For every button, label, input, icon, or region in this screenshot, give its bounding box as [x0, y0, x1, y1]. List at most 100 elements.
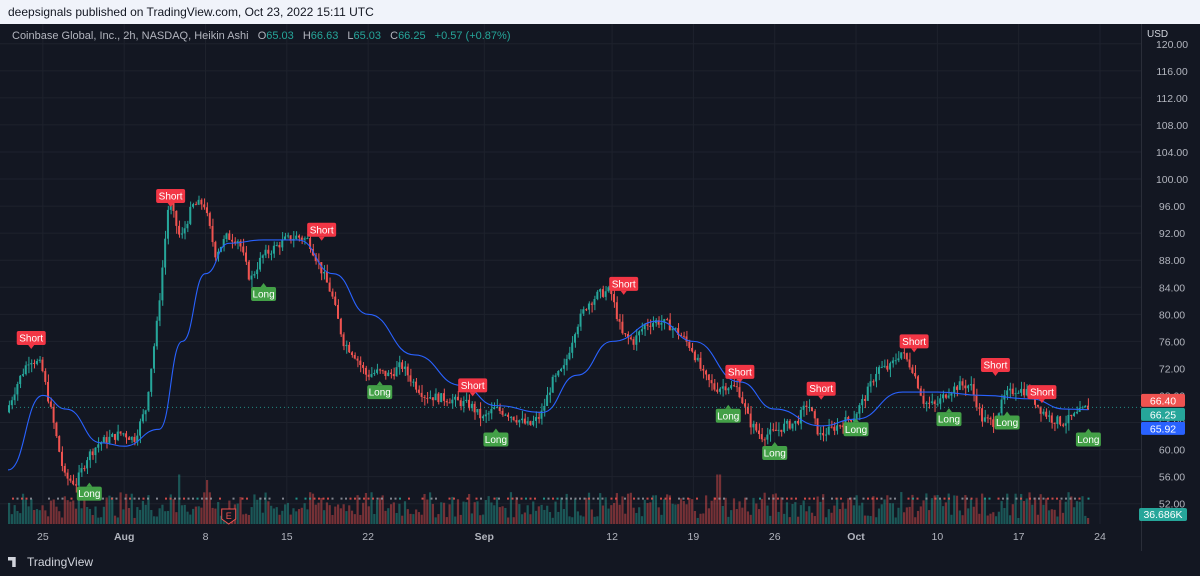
- price-axis[interactable]: [1141, 24, 1200, 552]
- price-tag: 66.25: [1141, 407, 1185, 421]
- chart-pane[interactable]: [0, 24, 1141, 524]
- volume-bar: [844, 508, 847, 524]
- signal-dot: [552, 497, 554, 500]
- publish-text: deepsignals published on TradingView.com…: [8, 5, 374, 19]
- signal-dot: [651, 497, 653, 500]
- candle-body: [763, 439, 766, 441]
- volume-bar: [852, 505, 855, 524]
- volume-bar: [133, 517, 136, 524]
- volume-bar: [147, 495, 150, 524]
- signal-dot: [781, 497, 784, 500]
- volume-bar: [537, 506, 540, 524]
- time-tick-label: 22: [362, 531, 374, 543]
- price-tick-label: 76.00: [1159, 336, 1185, 348]
- candle-body: [830, 426, 833, 428]
- signal-dot: [192, 497, 194, 500]
- candle-body: [448, 402, 451, 404]
- tradingview-brand[interactable]: TradingView: [8, 555, 93, 569]
- candle-body: [74, 484, 77, 486]
- time-tick-label: 24: [1094, 531, 1106, 543]
- signal-dot: [1006, 497, 1009, 500]
- volume-bar: [774, 493, 777, 524]
- signal-pointer: [318, 236, 325, 241]
- volume-bar: [325, 502, 329, 524]
- volume-bar: [861, 502, 864, 524]
- candle-body: [1073, 413, 1076, 417]
- signal-pointer: [736, 378, 743, 383]
- price-tick-label: 112.00: [1156, 93, 1187, 105]
- candle-body: [780, 429, 783, 432]
- volume-bar: [512, 517, 515, 524]
- volume-bar: [1008, 515, 1012, 524]
- candle-body: [19, 375, 22, 385]
- candle-body: [1075, 411, 1078, 414]
- signal-dot: [718, 497, 721, 500]
- signal-dot: [498, 497, 500, 500]
- candle-body: [983, 417, 986, 422]
- time-tick-label: Oct: [847, 531, 865, 543]
- volume-bar: [462, 501, 465, 524]
- signal-dot: [363, 497, 365, 500]
- signal-dot: [480, 497, 482, 500]
- candle-body: [122, 433, 125, 435]
- candle-body: [512, 416, 515, 421]
- candle-body: [77, 472, 80, 486]
- candle-body: [543, 405, 546, 411]
- candle-body: [696, 357, 699, 361]
- candle-body: [164, 238, 167, 268]
- candle-body: [158, 300, 161, 321]
- candle-body: [33, 362, 36, 364]
- signal-label-text: Long: [78, 489, 100, 500]
- candle-body: [872, 381, 875, 383]
- candle-body: [1006, 390, 1009, 396]
- candle-body: [922, 395, 925, 404]
- volume-bar: [306, 509, 309, 524]
- volume-bar: [498, 507, 501, 524]
- signal-dot: [889, 497, 892, 500]
- candle-body: [774, 429, 777, 431]
- candle-body: [1011, 388, 1014, 395]
- signal-dot: [183, 497, 185, 500]
- candle-body: [827, 426, 830, 435]
- signal-dot: [916, 497, 919, 500]
- signal-dot: [678, 497, 680, 500]
- signal-dot: [871, 497, 874, 500]
- signal-dot: [304, 497, 307, 500]
- signal-dot: [529, 497, 532, 500]
- volume-bar: [507, 517, 510, 524]
- volume-bar: [928, 510, 931, 524]
- price-tag: 66.40: [1141, 393, 1185, 407]
- signal-dot: [867, 497, 869, 500]
- volume-bar: [356, 495, 359, 524]
- candle-body: [847, 417, 850, 420]
- candle-body: [429, 397, 431, 399]
- candle-body: [490, 409, 493, 414]
- signal-label-box: [16, 330, 46, 345]
- volume-bar: [493, 505, 496, 524]
- candle-body: [498, 407, 501, 411]
- candle-body: [732, 385, 735, 387]
- candle-body: [178, 225, 181, 235]
- candle-body: [415, 381, 418, 390]
- volume-bar: [367, 506, 370, 524]
- signal-dots: [12, 497, 1090, 500]
- volume-bar: [100, 517, 103, 524]
- signal-pointer: [28, 344, 35, 349]
- candle-body: [72, 480, 75, 485]
- candle-body: [944, 394, 947, 398]
- candle-body: [325, 272, 328, 283]
- volume-bar: [83, 499, 86, 524]
- price-chart[interactable]: Short Long Short Long Short Long Short Long Shor…: [0, 0, 1200, 552]
- time-axis-strip: [0, 551, 1200, 576]
- volume-bar: [445, 517, 448, 524]
- volume-bar: [838, 509, 842, 524]
- candle-body: [256, 269, 259, 275]
- volume-bar: [1045, 498, 1048, 524]
- short-signal: Short: [458, 378, 488, 397]
- volume-bar: [1075, 501, 1079, 524]
- candle-body: [8, 405, 10, 413]
- volume-bar: [1003, 508, 1006, 524]
- volume-bar: [975, 497, 978, 524]
- candle-body: [716, 389, 719, 392]
